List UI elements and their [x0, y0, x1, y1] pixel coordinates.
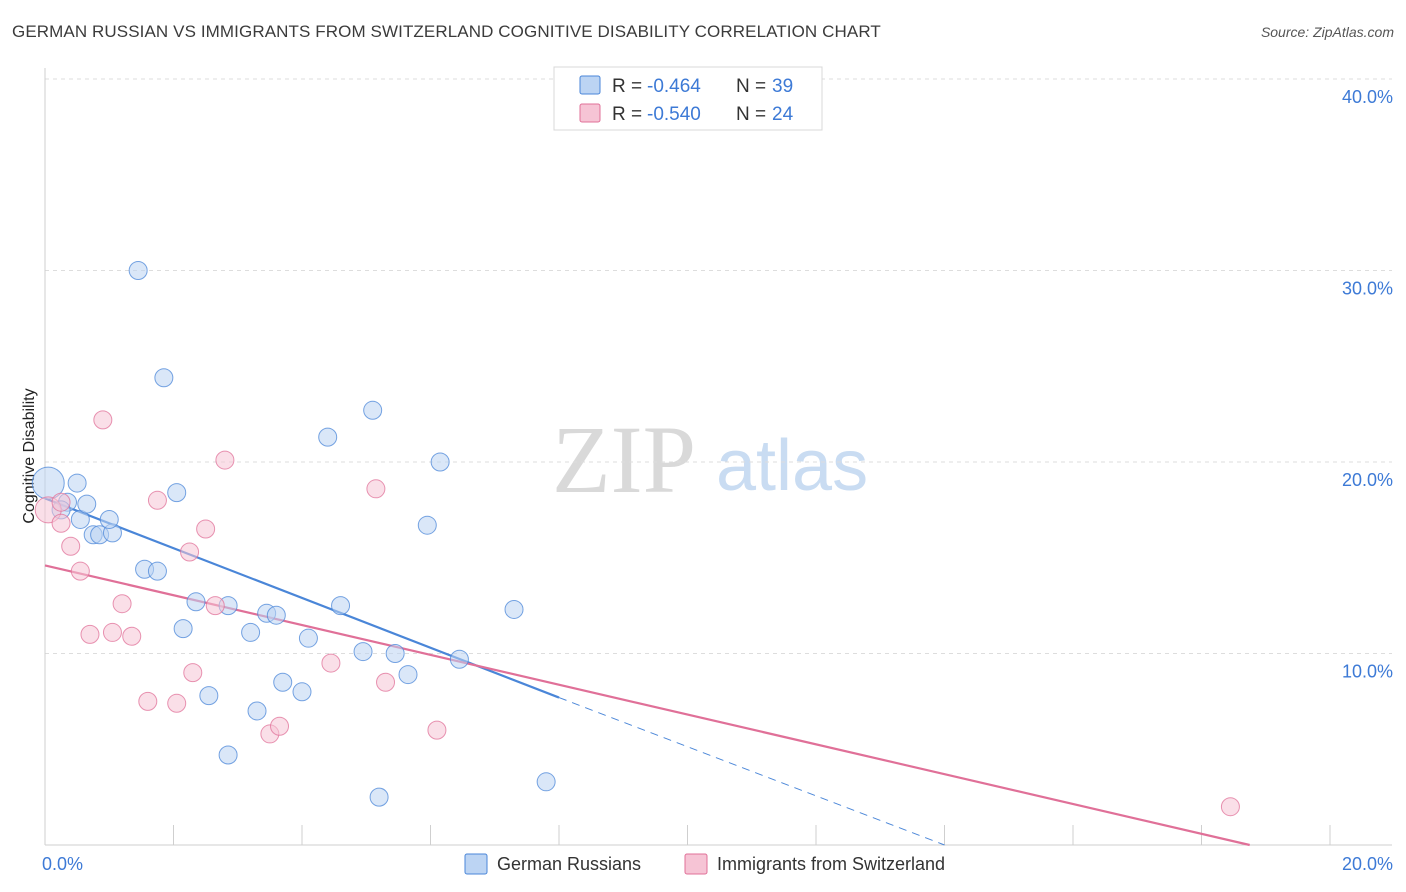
axes — [44, 68, 1392, 846]
series-legend-swatch-immigrants-switzerland — [684, 853, 708, 875]
chart-title: GERMAN RUSSIAN VS IMMIGRANTS FROM SWITZE… — [12, 22, 881, 41]
grid-lines — [45, 78, 1392, 654]
point-s0-23 — [273, 672, 293, 692]
point-s1-22 — [376, 672, 396, 692]
trend-lines — [44, 497, 1250, 847]
point-s0-30 — [369, 787, 389, 807]
point-s1-14 — [183, 663, 203, 683]
y-tick-label-1: 20.0% — [1342, 470, 1393, 490]
stats-legend: R = -0.464 N = 39 R = -0.540 N = 24 — [553, 66, 823, 131]
watermark-atlas: atlas — [716, 426, 868, 506]
point-s0-17 — [199, 686, 219, 706]
tick-labels: 10.0% 20.0% 30.0% 40.0% 0.0% 20.0% — [42, 87, 1393, 874]
point-s1-15 — [196, 519, 216, 539]
point-s1-17 — [215, 450, 235, 470]
point-s1-6 — [93, 410, 113, 430]
point-s1-19 — [270, 716, 290, 736]
point-s0-27 — [331, 596, 351, 616]
y-tick-label-0: 10.0% — [1342, 662, 1393, 682]
legend-n-value-1: 39 — [772, 76, 793, 97]
series-legend: German Russians Immigrants from Switzerl… — [464, 853, 945, 875]
point-s0-4 — [77, 494, 97, 514]
point-s1-16 — [205, 596, 225, 616]
legend-swatch-immigrants-switzerland — [579, 103, 601, 123]
point-s1-24 — [1220, 797, 1240, 817]
point-s0-2 — [67, 473, 87, 493]
legend-n-value-2: 24 — [772, 104, 794, 125]
point-s1-8 — [112, 594, 132, 614]
series-legend-label-immigrants-switzerland: Immigrants from Switzerland — [717, 854, 945, 874]
point-s0-9 — [128, 261, 148, 280]
point-s0-32 — [398, 665, 418, 685]
point-s0-20 — [247, 701, 267, 721]
point-s1-9 — [122, 626, 142, 646]
point-s0-10 — [154, 368, 174, 388]
point-s1-11 — [147, 490, 167, 510]
chart-source: Source: ZipAtlas.com — [1260, 24, 1394, 40]
y-tick-label-2: 30.0% — [1342, 279, 1393, 299]
point-s0-14 — [186, 592, 206, 612]
legend-swatch-german-russians — [579, 75, 601, 95]
point-s1-23 — [427, 720, 447, 740]
point-s1-10 — [138, 691, 158, 711]
legend-n-label-2: N = — [736, 104, 766, 125]
point-s0-25 — [298, 628, 318, 648]
point-s0-13 — [167, 483, 187, 503]
point-s1-4 — [70, 561, 90, 581]
point-s1-7 — [102, 622, 122, 642]
point-s0-8 — [99, 509, 119, 529]
point-s1-3 — [61, 536, 81, 556]
point-s0-37 — [536, 772, 556, 792]
point-s0-22 — [266, 605, 286, 625]
point-s0-35 — [449, 649, 469, 669]
legend-r-label-1: R = — [612, 76, 642, 97]
point-s0-18 — [218, 745, 238, 765]
point-s0-29 — [363, 400, 383, 420]
point-s0-26 — [318, 427, 338, 447]
data-points — [31, 261, 1240, 817]
y-axis-label: Cognitive Disability — [21, 388, 38, 523]
point-s0-28 — [353, 642, 373, 662]
legend-r-value-1: -0.464 — [647, 76, 701, 97]
x-tick-label-1: 20.0% — [1342, 854, 1393, 874]
x-tick-label-0: 0.0% — [42, 854, 83, 874]
point-s0-12 — [147, 561, 167, 581]
point-s0-31 — [385, 644, 405, 663]
watermark-zip: ZIP — [552, 406, 696, 513]
point-s1-20 — [321, 653, 341, 673]
point-s0-36 — [504, 599, 524, 619]
point-s0-19 — [241, 622, 261, 642]
point-s1-21 — [366, 479, 386, 499]
point-s0-33 — [417, 515, 437, 535]
point-s1-2 — [51, 513, 71, 533]
trend-extension-s0 — [558, 697, 945, 846]
series-legend-label-german-russians: German Russians — [497, 854, 641, 874]
point-s1-5 — [80, 624, 100, 644]
series-legend-swatch-german-russians — [464, 853, 488, 875]
trend-line-s1 — [44, 564, 1250, 847]
y-tick-label-3: 40.0% — [1342, 87, 1393, 107]
legend-n-label-1: N = — [736, 76, 766, 97]
point-s1-13 — [180, 542, 200, 562]
legend-r-label-2: R = — [612, 104, 642, 125]
point-s0-24 — [292, 682, 312, 702]
point-s1-1 — [51, 492, 71, 512]
legend-r-value-2: -0.540 — [647, 104, 701, 125]
point-s0-34 — [430, 452, 450, 472]
point-s1-12 — [167, 693, 187, 713]
point-s0-15 — [173, 619, 193, 639]
